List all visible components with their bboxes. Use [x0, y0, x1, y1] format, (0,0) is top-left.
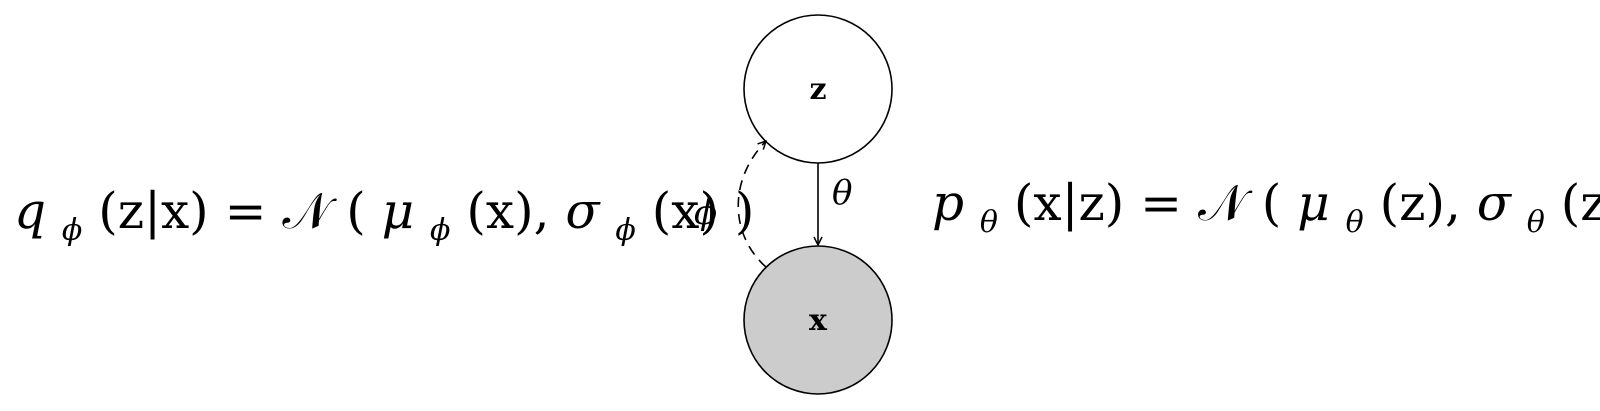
encoder-equation: q ϕ (z|x) = 𝒩 ( μ ϕ (x), σ ϕ (x) )	[14, 182, 754, 252]
decoder-open-paren: (	[1262, 174, 1282, 232]
encoder-close-paren: )	[735, 182, 755, 240]
decoder-sigma: σ	[1477, 174, 1513, 232]
decoder-sigma-arg: (z)	[1561, 174, 1600, 232]
encoder-mu: μ	[382, 182, 415, 240]
observed-node-x: x	[743, 245, 893, 395]
decoder-p-subscript: θ	[980, 205, 998, 240]
decoder-mu: μ	[1297, 174, 1330, 232]
observed-node-label: x	[809, 303, 828, 338]
encoder-open-paren: (	[346, 182, 366, 240]
encoder-sigma-subscript: ϕ	[615, 213, 635, 248]
decoder-distribution: 𝒩	[1198, 174, 1253, 232]
encoder-q: q	[14, 182, 46, 240]
encoder-q-subscript: ϕ	[62, 213, 82, 248]
decoder-equation: p θ (x|z) = 𝒩 ( μ θ (z), σ θ (z) )	[932, 174, 1600, 244]
encoder-sigma: σ	[565, 182, 601, 240]
decoder-mu-arg: (z),	[1380, 174, 1477, 232]
inference-edge	[737, 141, 766, 268]
latent-node-z: z	[743, 14, 893, 164]
observed-node-circle	[743, 245, 893, 395]
phi-label: ϕ	[694, 193, 717, 233]
decoder-sigma-subscript: θ	[1527, 205, 1545, 240]
decoder-mu-subscript: θ	[1346, 205, 1364, 240]
encoder-mu-arg: (x),	[466, 182, 565, 240]
decoder-p: p	[932, 174, 964, 232]
encoder-args: (z|x) =	[98, 182, 282, 240]
latent-node-label: z	[809, 72, 826, 107]
decoder-args: (x|z) =	[1014, 174, 1198, 232]
encoder-distribution: 𝒩	[282, 182, 337, 240]
encoder-mu-subscript: ϕ	[430, 213, 450, 248]
encoder-sigma-arg: (x)	[652, 182, 719, 240]
theta-label: θ	[832, 173, 852, 213]
